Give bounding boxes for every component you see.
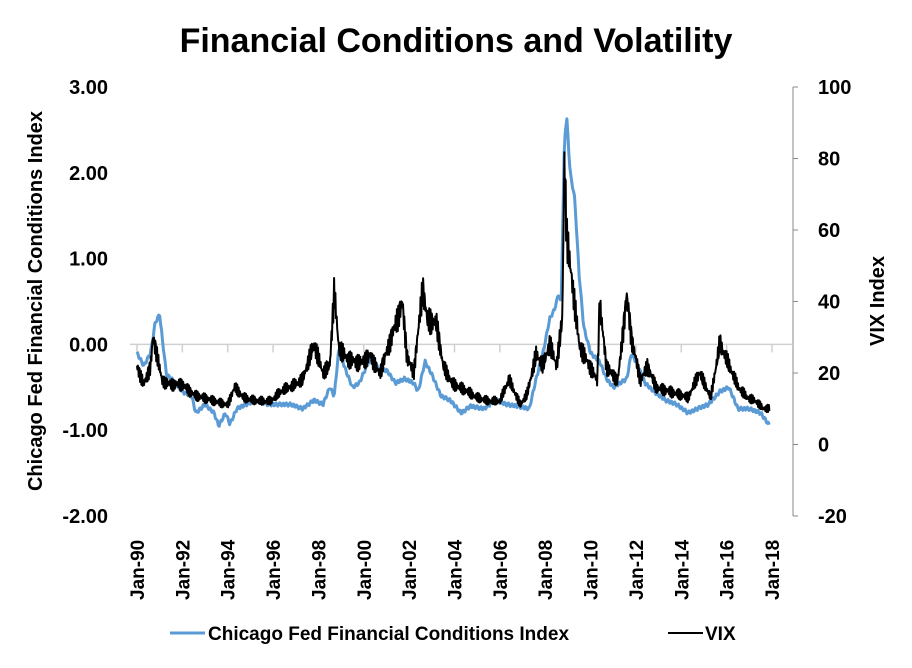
y2-tick-label: 40	[818, 292, 840, 314]
y-tick-label: 0.00	[69, 334, 108, 356]
y2-tick-label: 60	[818, 220, 840, 242]
cfci-series-line	[135, 117, 771, 428]
x-tick-label: Jan-94	[219, 539, 240, 600]
y-tick-label: 1.00	[69, 249, 108, 271]
x-tick-label: Jan-18	[763, 540, 784, 600]
y2-tick-label: 20	[818, 363, 840, 385]
x-tick-label: Jan-96	[264, 540, 285, 600]
y2-tick-label: 100	[818, 77, 851, 99]
x-tick-label: Jan-92	[173, 540, 194, 600]
x-tick-label: Jan-16	[718, 540, 739, 600]
x-tick-label: Jan-06	[491, 540, 512, 600]
x-tick-label: Jan-04	[446, 539, 467, 600]
x-tick-label: Jan-08	[536, 540, 557, 600]
legend: Chicago Fed Financial Conditions Index V…	[170, 624, 736, 645]
y-axis-label: Chicago Fed Financial Conditions Index	[25, 111, 47, 491]
y-tick-label: 3.00	[69, 77, 108, 99]
legend-label-cfci: Chicago Fed Financial Conditions Index	[208, 624, 569, 645]
x-tick-label: Jan-90	[128, 540, 149, 600]
x-tick-label: Jan-98	[309, 540, 330, 600]
legend-label-vix: VIX	[705, 624, 736, 645]
x-tick-label: Jan-10	[582, 540, 603, 600]
y2-axis-label: VIX Index	[867, 256, 889, 346]
y-tick-label: 2.00	[69, 163, 108, 185]
x-tick-label: Jan-12	[627, 540, 648, 600]
y-tick-label: -1.00	[62, 420, 108, 442]
x-tick-label: Jan-02	[400, 540, 421, 600]
y-tick-label: -2.00	[62, 506, 108, 528]
vix-series-line	[136, 151, 771, 414]
y2-tick-label: 0	[818, 435, 829, 457]
y2-tick-label: -20	[818, 506, 847, 528]
x-tick-label: Jan-00	[355, 540, 376, 600]
y2-tick-label: 80	[818, 149, 840, 171]
chart-title: Financial Conditions and Volatility	[180, 22, 733, 60]
x-tick-label: Jan-14	[672, 539, 693, 600]
